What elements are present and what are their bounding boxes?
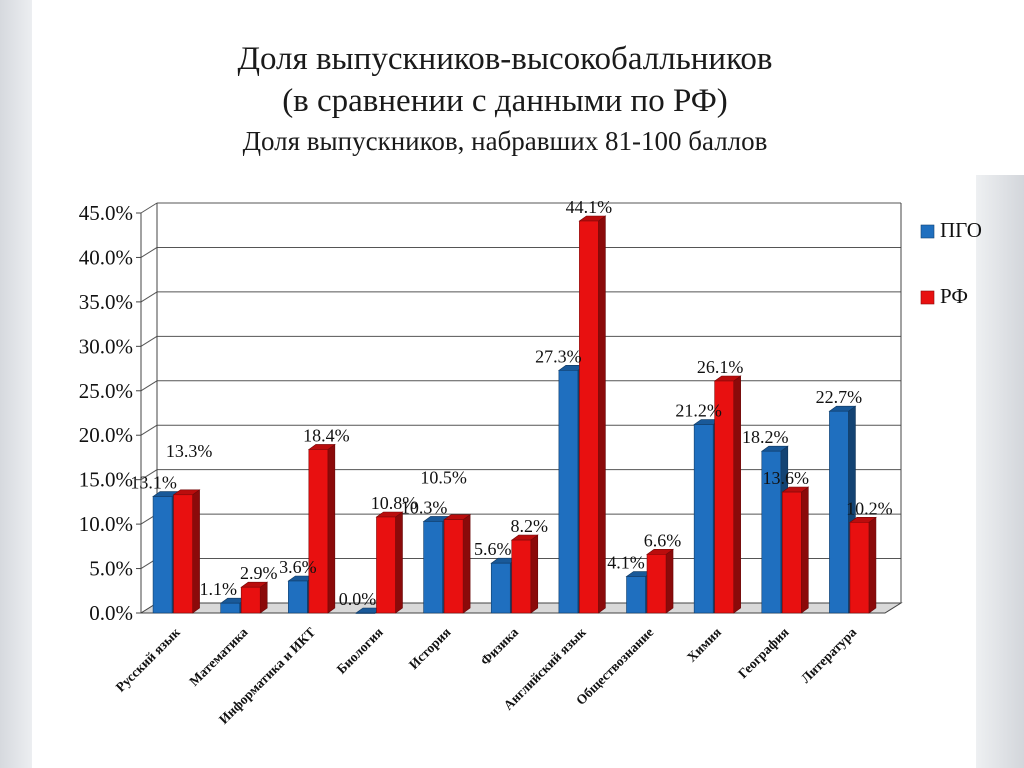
bar-pgo (355, 612, 376, 614)
data-label-pgo: 4.1% (607, 553, 645, 573)
data-label-rf: 44.1% (566, 197, 613, 217)
bar-side-rf (462, 514, 471, 614)
bar-rf (240, 586, 261, 614)
data-label-rf: 13.6% (763, 468, 810, 488)
bar-pgo (693, 424, 714, 614)
y-tick-label: 35.0% (79, 290, 133, 314)
data-label-pgo: 13.1% (130, 473, 177, 493)
y-tick-label: 30.0% (79, 334, 133, 358)
bar-side-rf (665, 548, 674, 614)
data-label-pgo: 1.1% (199, 579, 237, 599)
bar-side-rf (598, 215, 606, 614)
data-label-rf: 10.8% (371, 493, 418, 513)
slide-area (32, 0, 976, 768)
x-tick-label: Химия (684, 625, 724, 665)
bar-pgo (626, 576, 646, 614)
data-label-rf: 8.2% (511, 516, 549, 536)
bar-rf (443, 519, 464, 614)
gridline-depth (140, 291, 158, 303)
y-tick-label: 40.0% (79, 245, 133, 269)
gridline-depth (140, 424, 158, 436)
data-label-rf: 10.2% (846, 498, 893, 518)
legend-label-rf: РФ (940, 284, 968, 308)
data-label-rf: 6.6% (644, 530, 682, 550)
gridline-depth (140, 247, 158, 258)
y-tick-label: 45.0% (79, 201, 133, 225)
title-line-1: Доля выпускников-высокобалльников (237, 41, 773, 77)
gridline-depth (140, 380, 158, 392)
y-tick-label: 20.0% (79, 423, 133, 447)
data-label-pgo: 0.0% (339, 589, 377, 609)
y-tick-label: 10.0% (79, 512, 133, 536)
bar-side-rf (530, 534, 539, 614)
subtitle: Доля выпускников, набравших 81-100 балло… (242, 126, 768, 156)
bar-pgo (152, 496, 173, 614)
bar-pgo (558, 370, 579, 614)
gridline-depth (140, 202, 158, 214)
background-left (0, 0, 32, 768)
slide-corner (976, 0, 1024, 175)
bar-pgo (423, 521, 443, 614)
data-label-pgo: 5.6% (474, 539, 512, 559)
data-label-rf: 26.1% (697, 357, 744, 377)
x-tick-label: Литература (798, 624, 860, 686)
data-label-pgo: 18.2% (742, 427, 789, 447)
x-tick-label: Русский язык (113, 624, 183, 694)
bar-rf (308, 449, 329, 614)
title-block: Доля выпускников-высокобалльников (в сра… (0, 38, 1010, 160)
legend-label-pgo: ПГО (940, 218, 982, 242)
bar-side-rf (733, 375, 741, 614)
bar-side-rf (800, 486, 809, 614)
y-tick-label: 5.0% (89, 557, 133, 581)
bar-rf (511, 539, 532, 614)
y-tick-label: 0.0% (89, 601, 133, 625)
bar-side-rf (868, 516, 877, 614)
data-label-rf: 18.4% (303, 425, 350, 445)
bar-pgo (220, 602, 241, 614)
bar-rf (849, 522, 870, 614)
x-tick-label: Биология (334, 625, 386, 677)
bar-side-rf (327, 443, 336, 614)
title-line-2: (в сравнении с данными по РФ) (282, 83, 728, 119)
bar-rf (173, 494, 193, 614)
y-tick-label: 25.0% (79, 379, 133, 403)
x-tick-label: История (406, 625, 454, 673)
legend-swatch-pgo (920, 224, 935, 239)
data-label-pgo: 10.3% (401, 497, 448, 517)
bar-pgo (761, 450, 782, 614)
gridline-depth (140, 335, 158, 347)
x-tick-label: Математика (186, 624, 251, 689)
data-label-rf: 10.5% (420, 468, 467, 488)
bar-pgo (829, 410, 849, 614)
data-label-pgo: 27.3% (535, 346, 582, 366)
bar-rf (579, 220, 599, 614)
bar-pgo (490, 562, 511, 614)
bar-rf (646, 554, 667, 614)
x-tick-label: Физика (477, 624, 521, 668)
y-tick-label: 15.0% (79, 468, 133, 492)
gridline-depth (140, 469, 158, 481)
data-label-rf: 13.3% (166, 441, 213, 461)
bar-rf (376, 516, 396, 614)
bar-pgo (288, 580, 308, 614)
x-tick-label: География (735, 625, 792, 682)
data-label-rf: 2.9% (240, 563, 278, 583)
data-label-pgo: 3.6% (279, 557, 317, 577)
bar-rf (781, 491, 802, 614)
bar-side-rf (395, 511, 403, 614)
data-label-pgo: 22.7% (816, 387, 863, 407)
bar-rf (714, 380, 734, 614)
legend-swatch-rf (920, 290, 935, 305)
data-label-pgo: 21.2% (675, 401, 722, 421)
